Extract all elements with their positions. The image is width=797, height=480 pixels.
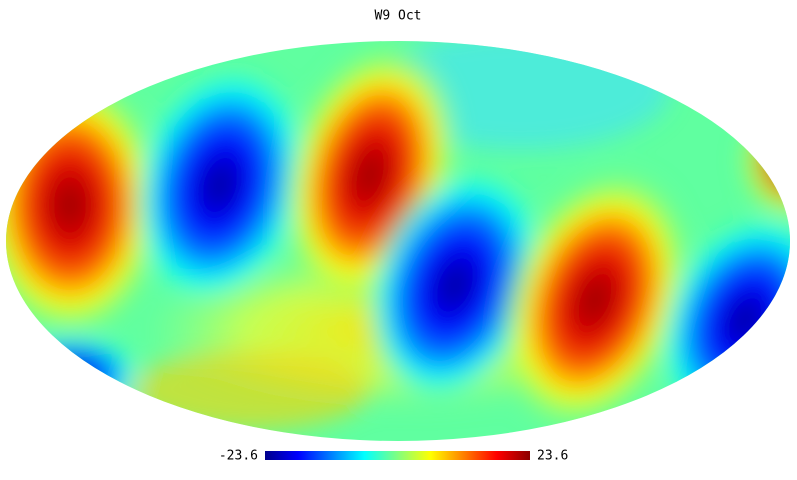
map-title: W9 Oct <box>375 9 422 24</box>
sky-map <box>6 41 790 441</box>
colorbar-max-label: 23.6 <box>537 449 568 464</box>
colorbar <box>265 451 530 460</box>
colorbar-min-label: -23.6 <box>219 449 258 464</box>
